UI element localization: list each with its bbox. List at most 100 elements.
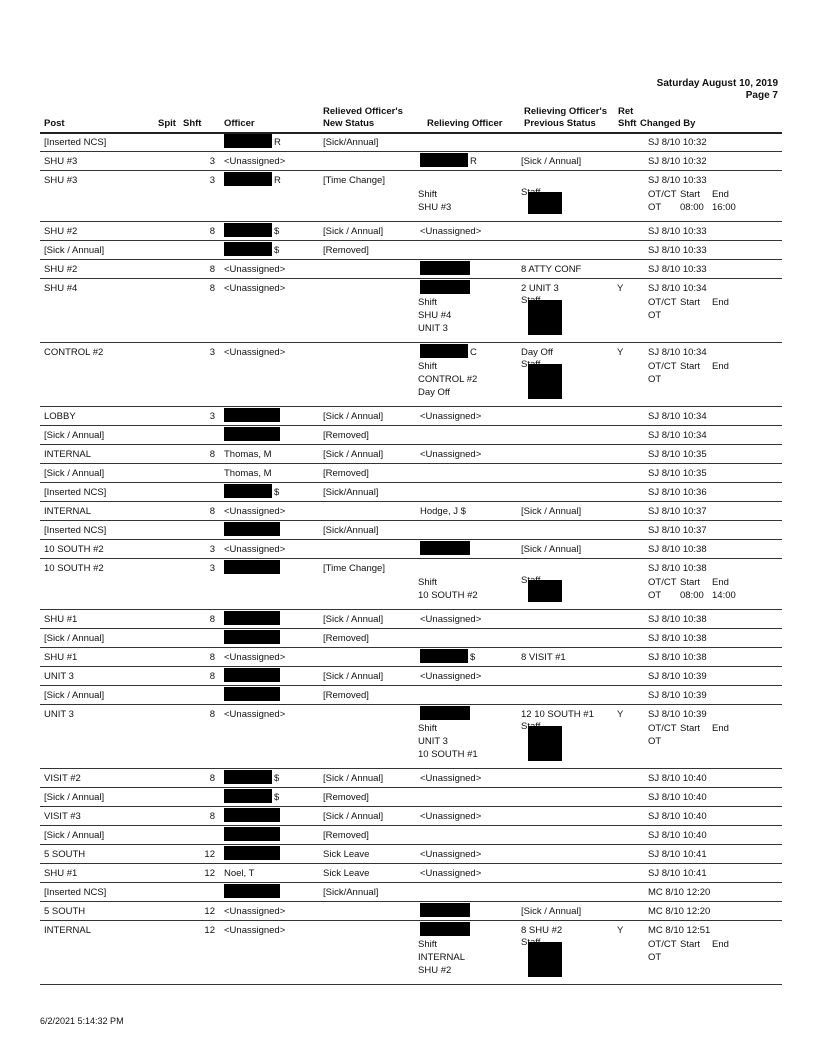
shift-line: 10 SOUTH #1 [418, 749, 478, 760]
row-main: SHU #3 3 <Unassigned> R [Sick / Annual] SJ 8/… [40, 152, 782, 170]
shft-cell: 8 [209, 226, 215, 237]
changed-by-cell: SJ 8/10 10:41 [648, 849, 707, 860]
table-row: [Inserted NCS] [Sick/Annual] SJ 8/10 10:37 [40, 521, 782, 540]
col-relieving: Relieving Officer [427, 118, 503, 129]
relieving-officer-cell: <Unassigned> [420, 671, 482, 682]
new-status-cell: [Time Change] [323, 563, 385, 574]
shift-label: Shift [418, 361, 438, 372]
end-label: End [712, 361, 729, 372]
new-status-cell: [Removed] [323, 690, 369, 701]
ot-value: OT [648, 202, 662, 213]
new-status-cell: Sick Leave [323, 849, 370, 860]
table-row: SHU #2 8 $ [Sick / Annual] <Unassigned> SJ 8/… [40, 222, 782, 241]
redaction-box [528, 942, 562, 977]
shft-cell: 8 [209, 283, 215, 294]
officer-cell [224, 427, 280, 441]
officer-cell: R [224, 134, 281, 148]
post-cell: [Inserted NCS] [44, 887, 107, 898]
row-main: [Inserted NCS] [Sick/Annual] SJ 8/10 10:37 [40, 521, 782, 539]
table-header: Post Spit Shft Officer Relieved Officer'… [40, 104, 782, 134]
shift-line: INTERNAL [418, 952, 465, 963]
end-value: 14:00 [712, 590, 736, 601]
shft-cell: 12 [204, 868, 215, 879]
new-status-cell: Sick Leave [323, 868, 370, 879]
post-cell: SHU #3 [44, 175, 78, 186]
post-cell: UNIT 3 [44, 671, 74, 682]
shift-line: Day Off [418, 387, 451, 398]
prev-status-cell: Day Off [521, 347, 554, 358]
post-cell: [Sick / Annual] [44, 430, 105, 441]
otct-label: OT/CT [648, 939, 677, 950]
shift-line: SHU #3 [418, 202, 452, 213]
changed-by-cell: SJ 8/10 10:33 [648, 175, 707, 186]
shift-label: Shift [418, 297, 438, 308]
changed-by-cell: SJ 8/10 10:38 [648, 544, 707, 555]
ret-cell: Y [617, 283, 624, 294]
post-cell: 10 SOUTH #2 [44, 544, 104, 555]
officer-cell: <Unassigned> [224, 347, 286, 358]
new-status-cell: [Time Change] [323, 175, 385, 186]
shift-label: Shift [418, 189, 438, 200]
shft-cell: 12 [204, 849, 215, 860]
changed-by-cell: SJ 8/10 10:38 [648, 563, 707, 574]
officer-cell-suffix: $ [274, 773, 280, 785]
row-main: [Sick / Annual] Thomas, M [Removed] SJ 8/10… [40, 464, 782, 482]
redaction-box [224, 630, 280, 644]
table-row: SHU #2 8 <Unassigned> 8 ATTY CONF SJ 8/10 10… [40, 260, 782, 279]
row-main: SHU #1 8 <Unassigned> $8 VISIT #1 SJ 8/10 10… [40, 648, 782, 666]
redaction-box [528, 580, 562, 602]
changed-by-cell: SJ 8/10 10:34 [648, 430, 707, 441]
post-cell: SHU #1 [44, 614, 78, 625]
table-row: 5 SOUTH 12 Sick Leave <Unassigned> SJ 8/10 1… [40, 845, 782, 864]
table-row: [Sick / Annual] [Removed] SJ 8/10 10:34 [40, 426, 782, 445]
shift-line: SHU #4 [418, 310, 452, 321]
officer-cell [224, 408, 280, 422]
start-label: Start [680, 939, 701, 950]
row-main: INTERNAL 8 <Unassigned> Hodge, J $ [Sick / A… [40, 502, 782, 520]
table-row: 5 SOUTH 12 <Unassigned> [Sick / Annual] MC 8… [40, 902, 782, 921]
start-value: 08:00 [680, 590, 704, 601]
officer-cell [224, 522, 280, 536]
print-timestamp: 6/2/2021 5:14:32 PM [40, 1016, 124, 1026]
new-status-cell: [Sick / Annual] [323, 773, 384, 784]
officer-cell: <Unassigned> [224, 652, 286, 663]
officer-cell [224, 560, 280, 574]
table-row: [Sick / Annual] [Removed] SJ 8/10 10:39 [40, 686, 782, 705]
ot-value: OT [648, 310, 662, 321]
col-changed-by: Changed By [640, 118, 696, 129]
table-row: INTERNAL 8 Thomas, M [Sick / Annual] <Unassi… [40, 445, 782, 464]
start-label: Start [680, 361, 701, 372]
shift-label: Shift [418, 723, 438, 734]
post-cell: [Sick / Annual] [44, 633, 105, 644]
new-status-cell: [Removed] [323, 245, 369, 256]
changed-by-cell: SJ 8/10 10:35 [648, 468, 707, 479]
changed-by-cell: SJ 8/10 10:34 [648, 283, 707, 294]
end-label: End [712, 189, 729, 200]
prev-status-cell: 8 VISIT #1 [521, 652, 566, 663]
changed-by-cell: SJ 8/10 10:33 [648, 226, 707, 237]
shft-cell: 3 [209, 175, 215, 186]
row-main: VISIT #3 8 [Sick / Annual] <Unassigned> SJ 8… [40, 807, 782, 825]
changed-by-cell: SJ 8/10 10:36 [648, 487, 707, 498]
redaction-box [528, 726, 562, 761]
new-status-cell: [Sick/Annual] [323, 525, 379, 536]
redaction-box [224, 172, 272, 186]
redaction-box [420, 261, 470, 275]
table-row: SHU #1 12 Noel, T Sick Leave <Unassigned> SJ … [40, 864, 782, 883]
post-cell: 5 SOUTH [44, 906, 86, 917]
redaction-box [420, 649, 468, 663]
row-main: [Sick / Annual] [Removed] SJ 8/10 10:39 [40, 686, 782, 704]
table-row: VISIT #2 8 $ [Sick / Annual] <Unassigned> SJ … [40, 769, 782, 788]
relieving-officer-cell: <Unassigned> [420, 773, 482, 784]
col-officer: Officer [224, 118, 255, 129]
table-row: INTERNAL 8 <Unassigned> Hodge, J $ [Sick / A… [40, 502, 782, 521]
row-main: [Sick / Annual] [Removed] SJ 8/10 10:34 [40, 426, 782, 444]
table-row: 10 SOUTH #2 3 <Unassigned> [Sick / Annual] S… [40, 540, 782, 559]
shift-line: 10 SOUTH #2 [418, 590, 478, 601]
post-cell: 5 SOUTH [44, 849, 86, 860]
post-cell: SHU #2 [44, 264, 78, 275]
